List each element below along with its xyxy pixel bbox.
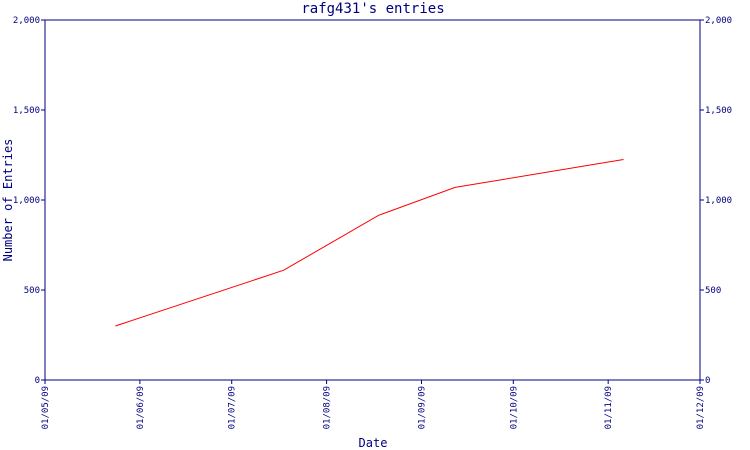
x-tick-label: 01/06/09 — [136, 386, 146, 429]
chart-title: rafg431's entries — [301, 1, 444, 17]
y-tick-label-right: 0 — [705, 376, 710, 386]
y-tick-label-right: 1,000 — [705, 196, 732, 206]
x-tick-label: 01/11/09 — [604, 386, 614, 429]
y-tick-label: 1,500 — [13, 106, 40, 116]
y-tick-label-right: 500 — [705, 286, 721, 296]
x-tick-label: 01/10/09 — [509, 386, 519, 429]
y-axis-left: 0 500 1,000 1,500 2,000 — [13, 16, 45, 386]
x-axis: 01/05/09 01/06/09 01/07/09 01/08/09 01/09/09… — [41, 380, 706, 429]
x-tick-label: 01/09/09 — [417, 386, 427, 429]
y-tick-label-right: 2,000 — [705, 16, 732, 26]
x-tick-label: 01/08/09 — [323, 386, 333, 429]
y-tick-label: 2,000 — [13, 16, 40, 26]
plot-area-frame — [44, 19, 701, 381]
y-tick-label: 1,000 — [13, 196, 40, 206]
y-axis-label: Number of Entries — [1, 139, 15, 262]
series-line — [115, 159, 624, 327]
y-tick-label: 500 — [24, 286, 40, 296]
y-axis-right: 0 500 1,000 1,500 2,000 — [700, 16, 732, 386]
x-tick-label: 01/07/09 — [228, 386, 238, 429]
y-tick-label-right: 1,500 — [705, 106, 732, 116]
series-layer — [115, 159, 624, 327]
x-tick-label: 01/12/09 — [696, 386, 706, 429]
x-tick-label: 01/05/09 — [41, 386, 51, 429]
y-tick-label: 0 — [35, 376, 40, 386]
x-axis-label: Date — [359, 436, 388, 450]
